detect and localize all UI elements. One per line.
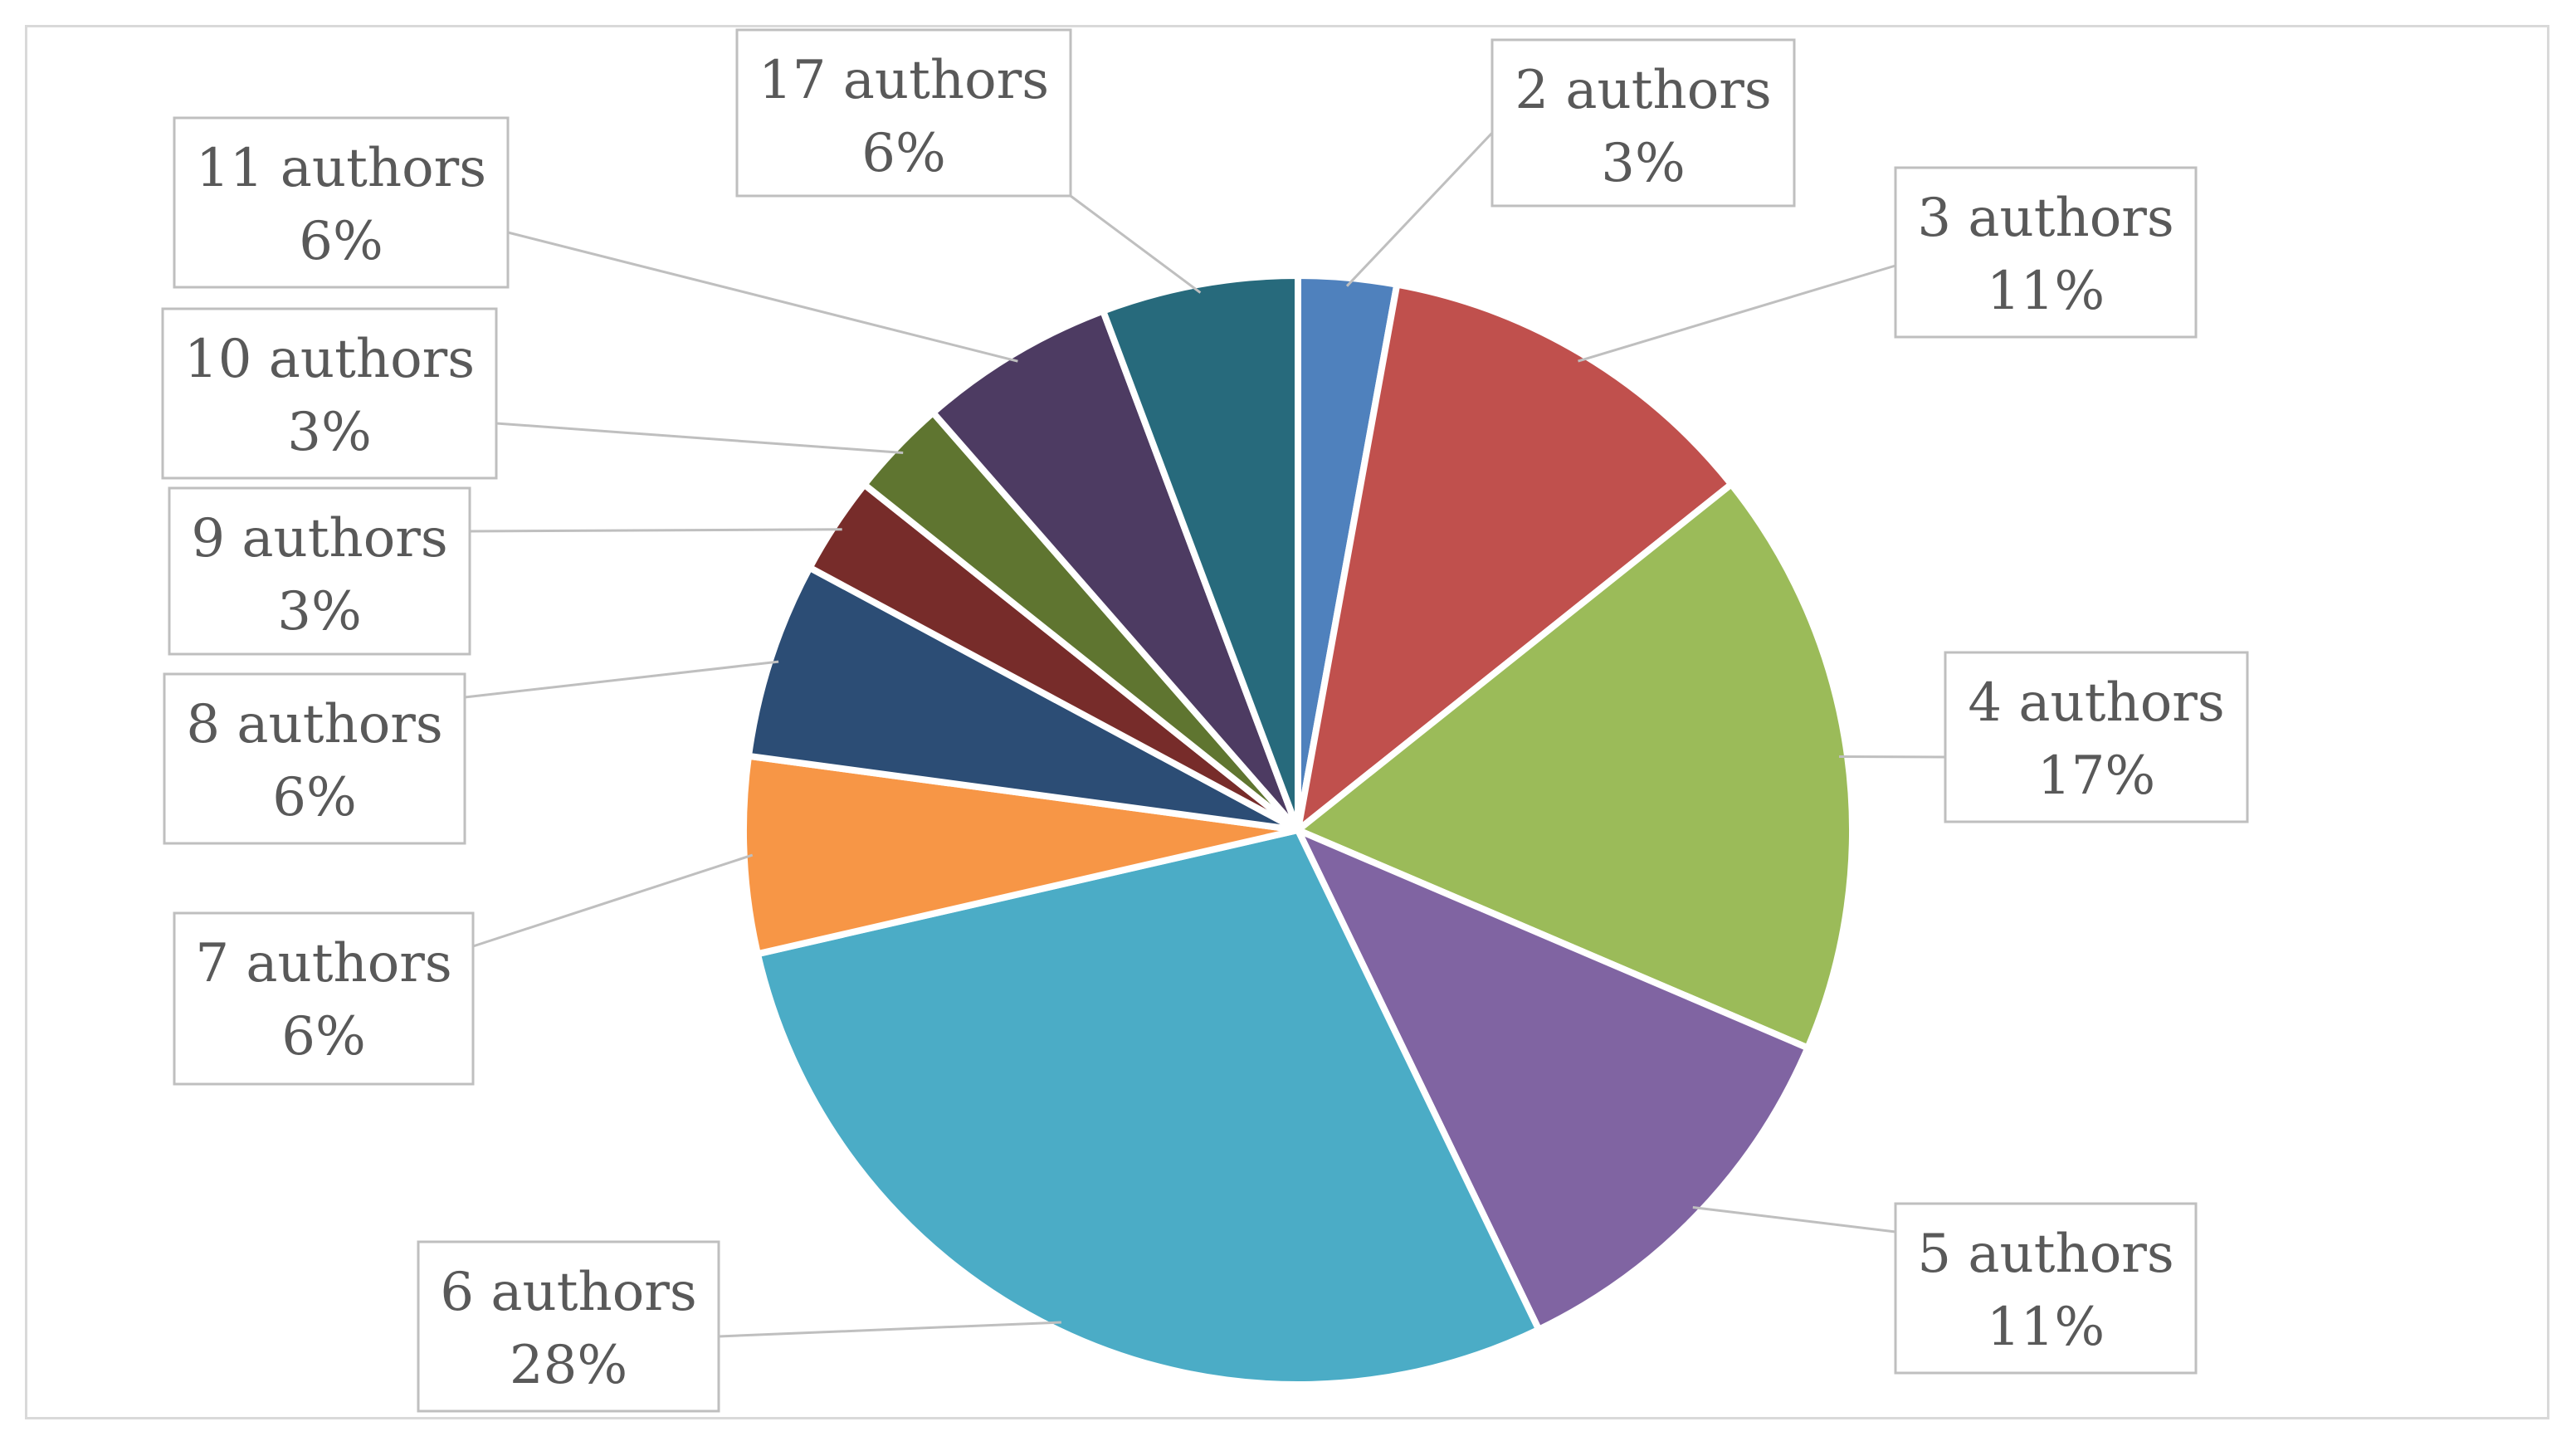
slice-label-17-authors: 17 authors: [759, 50, 1049, 111]
slice-label-2-authors: 2 authors: [1515, 60, 1771, 121]
label-box-8-authors: [163, 672, 466, 845]
pie-slices: [740, 271, 1856, 1389]
pie-slice-6-authors: [754, 827, 1543, 1389]
slice-percent-2-authors: 3%: [1601, 133, 1686, 194]
leader-lines: [464, 131, 1946, 1338]
slice-percent-4-authors: 17%: [2037, 745, 2155, 807]
leader-line-3-authors: [1578, 264, 1896, 363]
slice-percent-9-authors: 3%: [277, 581, 362, 642]
slice-label-7-authors: 7 authors: [195, 933, 451, 994]
leader-line-17-authors: [1070, 194, 1202, 294]
leader-line-2-authors: [1345, 131, 1494, 287]
leader-line-5-authors: [1692, 1206, 1896, 1233]
slice-label-6-authors: 6 authors: [440, 1262, 696, 1323]
slice-percent-7-authors: 6%: [281, 1006, 366, 1067]
slice-label-5-authors: 5 authors: [1917, 1224, 2174, 1285]
pie-slice-3-authors: [1295, 281, 1735, 833]
label-box-10-authors: [161, 307, 498, 480]
pie-slice-5-authors: [1295, 827, 1812, 1333]
label-box-4-authors: [1944, 651, 2249, 823]
slice-label-11-authors: 11 authors: [196, 138, 486, 199]
pie-slice-7-authors: [740, 752, 1301, 958]
slice-label-9-authors: 9 authors: [191, 508, 447, 569]
slice-percent-17-authors: 6%: [861, 123, 946, 184]
pie-slice-11-authors: [929, 307, 1301, 833]
slice-label-8-authors: 8 authors: [186, 694, 442, 755]
slice-percent-5-authors: 11%: [1987, 1297, 2105, 1358]
label-box-11-authors: [173, 116, 510, 289]
slice-label-3-authors: 3 authors: [1917, 188, 2174, 249]
leader-line-10-authors: [495, 422, 904, 454]
label-box-9-authors: [168, 486, 471, 656]
label-box-17-authors: [735, 28, 1072, 198]
leader-line-8-authors: [464, 660, 779, 699]
slice-label-4-authors: 4 authors: [1968, 672, 2224, 734]
slice-percent-11-authors: 6%: [299, 211, 383, 272]
leader-line-6-authors: [718, 1321, 1061, 1338]
slice-percent-10-authors: 3%: [287, 402, 372, 463]
slice-percent-6-authors: 28%: [510, 1335, 627, 1396]
label-box-5-authors: [1894, 1202, 2198, 1375]
data-labels: 2 authors 3% 3 authors 11% 4 authors 17% 5 aut…: [161, 28, 2249, 1413]
slice-percent-3-authors: 11%: [1987, 261, 2105, 322]
pie-slice-17-authors: [1100, 272, 1301, 833]
label-box-6-authors: [417, 1240, 720, 1413]
leader-line-7-authors: [472, 853, 754, 948]
leader-line-9-authors: [469, 528, 842, 533]
leader-line-11-authors: [507, 231, 1018, 363]
label-box-7-authors: [173, 911, 475, 1086]
slice-percent-8-authors: 6%: [272, 767, 357, 828]
label-box-3-authors: [1894, 166, 2198, 339]
label-box-2-authors: [1490, 38, 1796, 208]
leader-line-4-authors: [1838, 755, 1946, 759]
slice-label-10-authors: 10 authors: [184, 329, 475, 390]
pie-slice-8-authors: [745, 564, 1301, 833]
